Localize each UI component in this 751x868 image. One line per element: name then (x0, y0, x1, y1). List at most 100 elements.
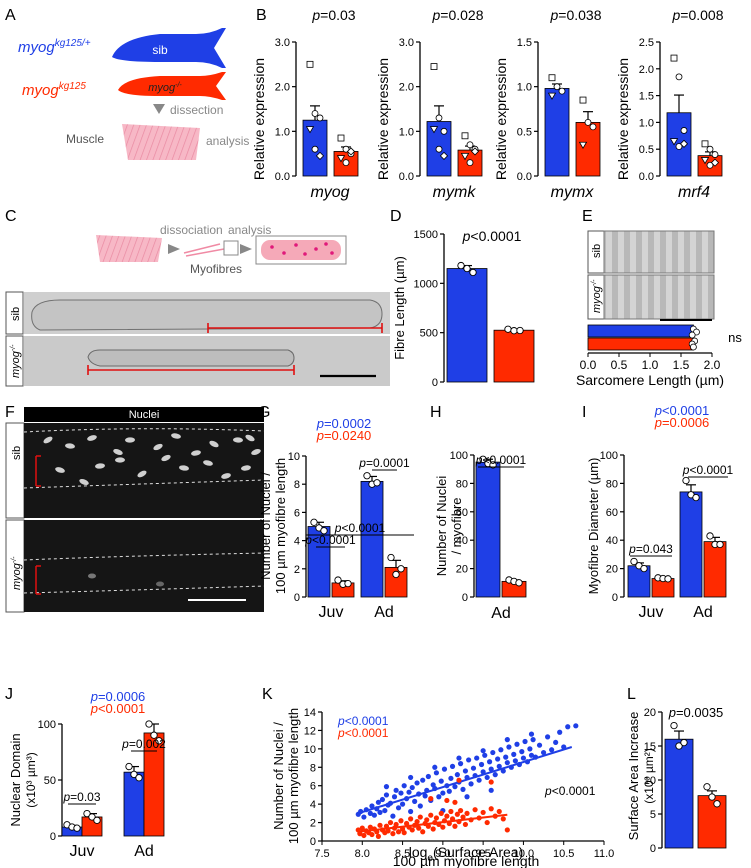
chart-k: 0 2 4 6 8 10 12 14 7.5 8.0 8.5 9.0 9.5 10.0 10.5 11.0 p<… (271, 707, 614, 868)
K-fit-line-sib (357, 746, 573, 815)
nuclei-header (24, 407, 264, 422)
K-point-mut (408, 816, 414, 822)
B4-point (675, 73, 683, 81)
G-y-tick-label: 6 (294, 507, 300, 519)
L-p-value: p=0.0035 (668, 705, 724, 720)
nucleus (43, 436, 53, 444)
panel-letter-e: E (582, 208, 593, 225)
B2-point (435, 145, 443, 153)
K-point-mut (428, 796, 434, 802)
nuclei-title: Nuclei (129, 409, 160, 421)
sarcomere-sib-label: sib (591, 244, 603, 258)
B3-point (558, 87, 566, 95)
K-point-sib (401, 783, 407, 789)
K-point-sib (422, 793, 428, 799)
K-point-mut (480, 809, 486, 816)
nuclei-mut-image (24, 520, 264, 612)
arrow-2 (240, 244, 252, 254)
nucleus (233, 437, 243, 443)
J-category-label: Juv (70, 843, 95, 860)
K-point-mut (500, 816, 506, 822)
B1-point (311, 110, 319, 117)
nuclei-sib-label: sib (11, 446, 23, 460)
K-point-sib (433, 770, 440, 776)
J-point (88, 813, 96, 821)
I-bar-sib (679, 491, 703, 598)
K-y-tick-label: 10 (304, 744, 316, 756)
L-bar-sib (664, 738, 694, 849)
G-y-label-1: Number of Nuclei / (258, 472, 273, 580)
K-point-sib (462, 768, 469, 774)
H-category-label: Ad (491, 605, 511, 622)
K-point-sib (514, 741, 520, 747)
K-point-sib (504, 737, 510, 743)
B4-gene-label: mrf4 (678, 184, 710, 201)
D-p-value: p<0.0001 (462, 228, 522, 244)
L-bar-mut (697, 795, 727, 849)
nucleus (171, 433, 181, 439)
B2-y-tick-label: 0.0 (399, 171, 414, 183)
K-point-sib (417, 803, 423, 809)
B2-point (466, 159, 474, 167)
nucleus (87, 435, 97, 441)
H-y-tick-label: 100 (450, 450, 468, 462)
K-point-sib (530, 737, 536, 743)
K-point-mut (395, 829, 402, 835)
K-point-sib (456, 755, 462, 761)
K-p-mut: p<0.0001 (337, 726, 389, 740)
K-p-sib: p<0.0001 (337, 714, 389, 728)
J-y-tick-label: 50 (44, 775, 56, 787)
I-point (706, 532, 714, 540)
I-point (630, 557, 638, 566)
K-point-sib (425, 773, 431, 780)
G-bar-sib (360, 480, 384, 598)
panel-letter-a: A (5, 7, 16, 24)
B3-bar-mut (575, 122, 601, 177)
K-point-mut (460, 814, 466, 820)
K-point-mut (430, 826, 436, 832)
K-point-sib (504, 760, 510, 766)
L-y-tick-label: 15 (644, 741, 656, 753)
K-point-sib (414, 780, 420, 786)
G-y-tick-label: 4 (294, 536, 300, 548)
J-point (150, 731, 158, 739)
B4-y-tick-label: 1.5 (639, 91, 654, 103)
L-point (708, 793, 716, 801)
K-point-mut (398, 818, 404, 824)
mutant-fish-shape (118, 72, 226, 100)
K-point-sib (464, 794, 470, 800)
B4-p-value: p=0.008 (671, 7, 723, 23)
L-y-tick-label: 5 (650, 809, 656, 821)
J-y-tick-label: 100 (38, 719, 56, 731)
K-point-mut (417, 814, 423, 820)
K-point-mut (457, 807, 464, 814)
K-point-mut (424, 817, 430, 823)
K-point-sib (557, 729, 563, 735)
G-point (344, 579, 352, 588)
L-point (675, 742, 683, 750)
K-x-label: loge(Surface Area) (409, 844, 524, 864)
B4-y-tick-label: 0.0 (639, 171, 654, 183)
B4-point (679, 139, 689, 148)
B1-gene-label: myog (310, 184, 349, 201)
K-point-sib (420, 777, 426, 783)
J-point (93, 816, 101, 824)
nucleus (125, 437, 135, 443)
I-y-tick-label: 40 (606, 535, 618, 547)
J-y-label-1: Nuclear Domain (8, 733, 23, 826)
zoom-box (223, 240, 239, 256)
dissection-arrow (153, 104, 165, 114)
nuclei-mut-label: myog-/- (11, 556, 23, 590)
nucleus (221, 473, 231, 479)
panel-letter-d: D (390, 208, 402, 225)
B4-y-tick-label: 0.5 (639, 144, 654, 156)
arrow-1 (168, 244, 180, 254)
fibre-shape (261, 240, 341, 260)
K-point-sib (498, 747, 504, 753)
dissection-label: dissection (170, 103, 223, 117)
K-point-mut (454, 811, 460, 817)
B3-y-tick-label: 1.5 (517, 37, 532, 49)
K-y-tick-label: 4 (310, 799, 316, 811)
B1-point (342, 145, 350, 153)
